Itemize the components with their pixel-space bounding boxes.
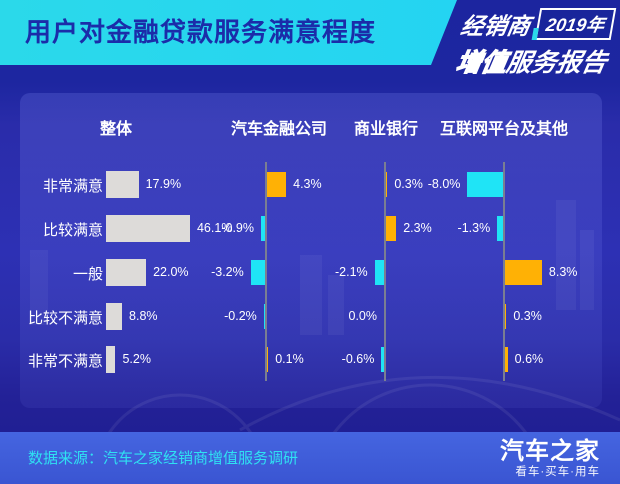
- badge-outline-label: 增值: [453, 48, 510, 77]
- overall-value: 22.0%: [153, 265, 189, 279]
- badge-solid-label: 服务报告: [504, 49, 610, 77]
- delta-value: 0.1%: [275, 352, 304, 366]
- row-label: 非常不满意: [27, 353, 103, 370]
- axis-internet: [503, 162, 505, 381]
- delta-bar: [505, 346, 508, 372]
- delta-bar: [250, 259, 265, 285]
- overall-value: 17.9%: [145, 177, 182, 191]
- overall-value: 8.8%: [129, 309, 158, 323]
- delta-bar: [260, 215, 265, 241]
- row-label: 比较满意: [42, 222, 103, 239]
- row-label: 一般: [72, 266, 103, 283]
- overall-bar: [106, 345, 116, 373]
- badge-dealer-label: 经销商: [458, 13, 533, 39]
- delta-value: 8.3%: [548, 265, 578, 279]
- logo-slogan: 看车·买车·用车: [515, 466, 600, 478]
- badge-year-label: 2019年: [534, 8, 617, 40]
- autohome-logo: 汽车之家: [500, 438, 600, 465]
- data-source-text: 数据来源：汽车之家经销商增值服务调研: [28, 450, 299, 467]
- delta-value: 0.6%: [514, 352, 544, 366]
- column-header-overall: 整体: [99, 121, 132, 138]
- overall-bar: [106, 170, 139, 198]
- delta-bar: [263, 303, 265, 329]
- delta-value: 0.0%: [348, 309, 378, 323]
- delta-bar: [505, 303, 507, 329]
- delta-value: 0.3%: [513, 309, 542, 323]
- column-header-internet: 互联网平台及其他: [439, 121, 568, 138]
- report-badge-line2: 增值服务报告: [429, 43, 610, 79]
- axis-bank: [384, 162, 386, 381]
- delta-value: -0.9%: [221, 221, 254, 235]
- delta-value: 0.3%: [394, 177, 423, 191]
- overall-value: 46.1%: [196, 221, 233, 235]
- overall-value: 5.2%: [122, 352, 151, 366]
- delta-value: -0.2%: [224, 309, 257, 323]
- delta-bar: [267, 346, 269, 372]
- delta-value: -3.2%: [211, 265, 244, 279]
- delta-value: -8.0%: [427, 177, 461, 191]
- page-title: 用户对金融贷款服务满意程度: [25, 17, 377, 47]
- title-banner: [0, 0, 457, 65]
- report-badge-line1: 经销商 2019年: [436, 8, 617, 40]
- column-header-auto-finance: 汽车金融公司: [230, 121, 327, 138]
- delta-bar: [497, 215, 503, 241]
- delta-bar: [467, 171, 503, 197]
- report-badge: 经销商 2019年 增值服务报告: [429, 8, 617, 79]
- delta-value: -1.3%: [457, 221, 491, 235]
- footer-bar: [0, 432, 620, 484]
- column-header-bank: 商业银行: [353, 121, 418, 138]
- delta-value: -0.6%: [341, 352, 375, 366]
- delta-bar: [267, 171, 287, 197]
- delta-bar: [381, 346, 384, 372]
- overall-bar: [106, 258, 147, 286]
- overall-bar: [106, 302, 123, 330]
- delta-value: 4.3%: [293, 177, 322, 191]
- delta-bar: [374, 259, 384, 285]
- delta-value: 2.3%: [403, 221, 432, 235]
- row-label: 非常满意: [42, 178, 103, 195]
- axis-auto-finance: [265, 162, 267, 381]
- delta-bar: [386, 215, 397, 241]
- delta-value: -2.1%: [334, 265, 368, 279]
- overall-bar: [106, 214, 190, 242]
- row-label: 比较不满意: [27, 310, 103, 327]
- delta-bar: [505, 259, 542, 285]
- delta-bar: [386, 171, 388, 197]
